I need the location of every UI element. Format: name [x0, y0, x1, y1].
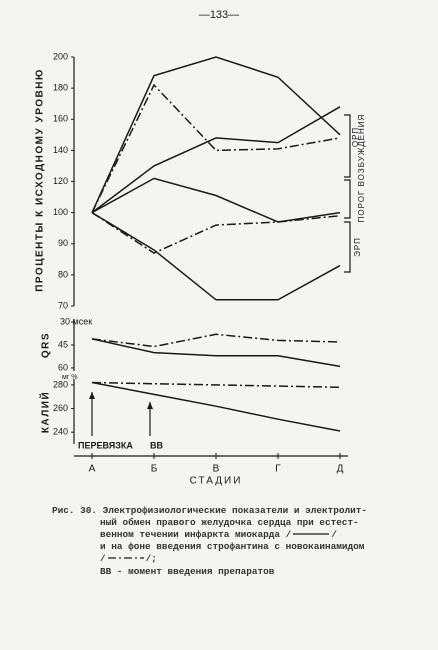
annotation: ОРП: [351, 127, 360, 147]
annotation: ПЕРЕВЯЗКА: [78, 440, 133, 450]
annotation: ПОРОГ ВОЗБУЖДЕНИЯ: [357, 114, 366, 223]
data-line: [91, 381, 341, 432]
caption-text: /;: [145, 553, 157, 564]
x-axis-label: СТАДИИ: [190, 476, 243, 487]
x-tick-label: А: [89, 464, 96, 475]
y-tick-label: 100: [53, 207, 68, 217]
caption-line: ный обмен правого желудочка сердца при е…: [100, 517, 359, 528]
y-tick-label: 200: [53, 51, 68, 61]
data-line: [91, 333, 341, 348]
y-axis-label: ПРОЦЕНТЫ К ИСХОДНОМУ УРОВНЮ: [35, 68, 46, 292]
y-tick-label: 60: [58, 362, 68, 372]
arrow-head: [147, 402, 153, 409]
x-tick-label: Д: [337, 464, 344, 475]
y-tick-label: 240: [53, 427, 68, 437]
y-tick-label: 70: [58, 300, 68, 310]
data-line: [91, 211, 341, 301]
data-line: [91, 83, 341, 213]
y-axis-label: КАЛИЙ: [39, 391, 52, 433]
data-line: [91, 106, 341, 214]
y-tick-label: 180: [53, 83, 68, 93]
caption-text: венном течении инфаркта миокарда /: [100, 529, 292, 540]
y-tick-label: 280: [53, 379, 68, 389]
data-line: [91, 56, 341, 213]
y-axis-label: QRS: [41, 332, 52, 358]
annotation: ЭРП: [353, 237, 362, 257]
bracket: [344, 114, 351, 273]
caption-line: Рис. 30. Электрофизиологические показате…: [52, 505, 368, 516]
y-tick-label: 140: [53, 145, 68, 155]
legend-sample: [293, 533, 330, 535]
annotation: ВВ: [150, 440, 163, 450]
y-tick-label: 260: [53, 403, 68, 413]
data-line: [91, 177, 341, 223]
caption-note: ВВ - момент введения препаратов: [100, 566, 275, 577]
y-tick-label: 160: [53, 114, 68, 124]
x-tick-label: Б: [151, 464, 158, 475]
data-line: [91, 381, 341, 389]
caption-text: /: [100, 553, 106, 564]
y-tick-label: 90: [58, 238, 68, 248]
unit-label: мг %: [62, 374, 78, 381]
data-line: [91, 211, 341, 254]
y-tick-label: 80: [58, 269, 68, 279]
caption-line: венном течении инфаркта миокарда / /: [100, 529, 337, 540]
caption-line: и на фоне введения строфантина с новокаи…: [100, 541, 365, 552]
chart: —133— 200 180 160 140 120 100 90 80 70 ПРОЦЕНТЫ К…: [35, 9, 366, 487]
page-header: —133—: [199, 9, 239, 21]
legend-sample: [107, 557, 144, 559]
y-tick-label: 45: [58, 339, 68, 349]
caption-line: / /;: [100, 553, 157, 564]
data-line: [91, 338, 341, 368]
x-tick-label: Г: [275, 464, 281, 475]
y-tick-label: 120: [53, 176, 68, 186]
x-tick-label: В: [213, 464, 220, 475]
arrow-head: [89, 392, 95, 399]
caption-text: /: [331, 529, 337, 540]
y-tick-label: 30 мсек: [60, 316, 92, 326]
